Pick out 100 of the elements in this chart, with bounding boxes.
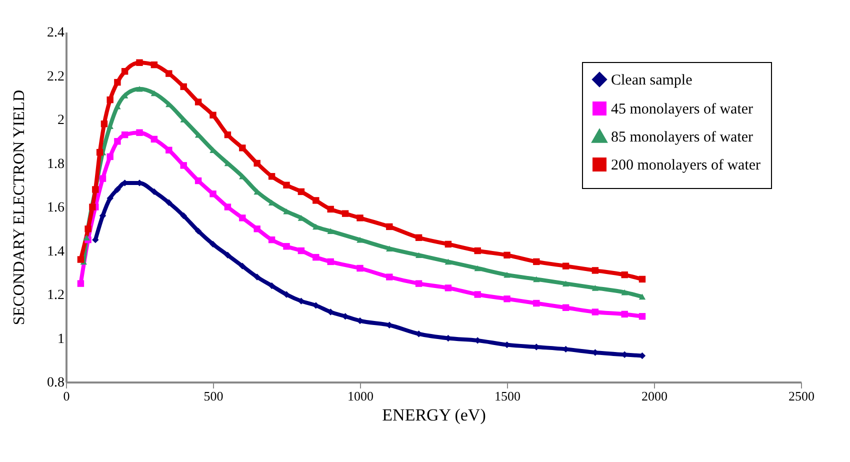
point — [386, 223, 393, 230]
point — [533, 258, 540, 266]
point — [444, 240, 452, 248]
point — [150, 61, 158, 68]
point — [562, 304, 570, 311]
point — [327, 308, 334, 316]
point — [592, 285, 599, 291]
y-axis-title: SECONDARY ELECTRON YIELD — [11, 90, 28, 326]
point — [444, 284, 452, 292]
point — [312, 302, 320, 309]
point — [106, 96, 114, 104]
point — [136, 86, 143, 92]
point — [312, 197, 320, 204]
point — [210, 240, 216, 248]
point — [386, 246, 393, 252]
point — [166, 70, 172, 77]
y-tick-label: 1.4 — [47, 244, 64, 260]
point — [327, 258, 334, 266]
point — [121, 68, 128, 75]
point — [504, 252, 510, 258]
point — [638, 313, 646, 320]
y-tick-label: 1 — [58, 332, 64, 347]
x-tick-label: 2500 — [788, 388, 814, 404]
point — [533, 300, 540, 307]
point — [592, 308, 599, 316]
point — [224, 131, 232, 138]
y-tick-label: 0.8 — [47, 376, 64, 390]
point — [621, 289, 628, 296]
point — [592, 267, 599, 274]
point — [150, 136, 158, 143]
point — [312, 224, 320, 230]
y-tick-label: 1.6 — [47, 200, 64, 216]
point — [638, 294, 646, 300]
point — [444, 258, 452, 265]
point — [254, 226, 260, 232]
point — [474, 291, 481, 298]
point — [621, 310, 628, 318]
x-tick-label: 2000 — [642, 388, 668, 404]
x-tick-label: 500 — [204, 388, 224, 404]
point — [136, 59, 143, 66]
point — [166, 146, 172, 154]
x-tick-label: 1000 — [348, 388, 374, 404]
point — [298, 188, 305, 196]
point — [77, 280, 84, 287]
point — [562, 280, 570, 286]
y-tick-label: 2.2 — [47, 69, 64, 84]
point — [89, 204, 96, 210]
point — [474, 265, 481, 272]
point — [415, 280, 422, 287]
point — [239, 262, 246, 270]
point — [150, 188, 158, 196]
point — [327, 206, 334, 213]
point — [239, 144, 246, 152]
point — [504, 296, 510, 302]
x-tick-label: 0 — [63, 388, 70, 404]
point — [194, 177, 202, 184]
point — [254, 160, 260, 167]
point — [283, 291, 290, 298]
point — [84, 226, 92, 232]
point — [114, 138, 121, 145]
point — [224, 252, 232, 258]
point — [96, 148, 104, 156]
y-tick-label: 2 — [58, 113, 64, 128]
point — [114, 78, 121, 86]
legend-label: 85 monolayers of water — [611, 130, 754, 146]
point — [106, 153, 114, 160]
point — [415, 234, 422, 241]
point — [239, 214, 246, 222]
y-tick-label: 1.8 — [47, 156, 64, 172]
point — [268, 282, 276, 290]
point — [415, 252, 422, 258]
point — [106, 194, 114, 202]
legend-label: 200 monolayers of water — [611, 158, 761, 174]
point — [180, 83, 187, 90]
y-tick-label: 1.2 — [47, 288, 64, 303]
x-tick-label: 1500 — [494, 388, 520, 404]
point — [268, 173, 276, 180]
point — [356, 236, 364, 243]
point — [386, 274, 393, 280]
point — [136, 129, 143, 136]
point — [312, 254, 320, 261]
point — [194, 228, 202, 234]
point — [283, 182, 290, 188]
point — [504, 272, 510, 278]
point — [121, 131, 128, 138]
legend-label: 45 monolayers of water — [611, 102, 754, 118]
point — [210, 112, 216, 118]
point — [77, 256, 84, 263]
point — [474, 247, 481, 254]
point — [533, 276, 540, 282]
point — [298, 247, 305, 254]
point — [621, 271, 628, 278]
point — [283, 243, 290, 250]
y-tick-label: 2.4 — [47, 26, 64, 40]
point — [99, 175, 106, 182]
point — [210, 190, 216, 198]
point — [327, 228, 334, 234]
point — [180, 212, 187, 220]
point — [342, 210, 349, 217]
point — [356, 264, 364, 272]
